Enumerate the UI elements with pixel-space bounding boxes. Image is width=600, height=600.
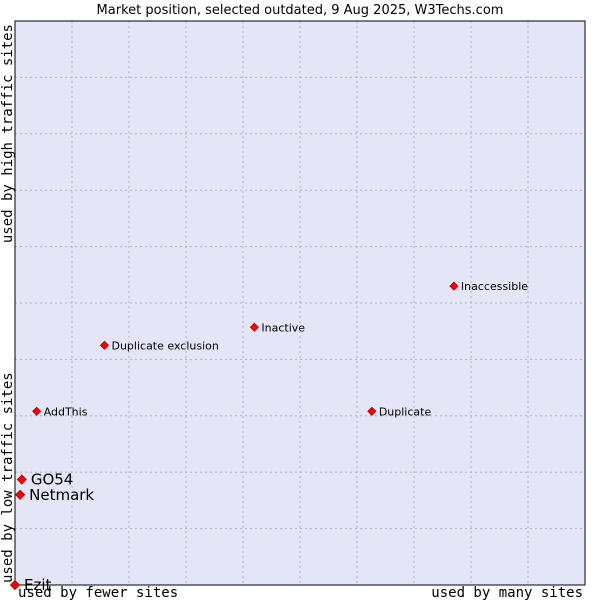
data-point-netmark: Netmark	[15, 486, 94, 504]
point-label-ezit: Ezit	[24, 576, 52, 594]
point-marker-ezit	[9, 579, 21, 591]
y-axis-label-low: used by low traffic sites	[0, 372, 16, 583]
grid-layer	[15, 21, 585, 585]
data-point-inaccessible: Inaccessible	[449, 280, 528, 293]
data-point-duplicate-exclusion: Duplicate exclusion	[99, 339, 219, 352]
point-marker-inactive	[249, 322, 259, 332]
y-axis-label-high: used by high traffic sites	[0, 24, 16, 243]
plot-border	[14, 20, 586, 586]
data-point-inactive: Inactive	[249, 321, 305, 334]
point-marker-addthis	[32, 406, 42, 416]
point-marker-go54	[16, 474, 27, 485]
point-marker-duplicate	[367, 406, 377, 416]
chart-title: Market position, selected outdated, 9 Au…	[97, 3, 504, 18]
data-point-duplicate: Duplicate	[367, 405, 432, 418]
data-point-go54: GO54	[16, 471, 74, 489]
x-axis-label-fewer: used by fewer sites	[18, 585, 178, 600]
data-point-addthis: AddThis	[32, 405, 88, 418]
point-label-inactive: Inactive	[261, 321, 305, 334]
point-marker-inaccessible	[449, 281, 459, 291]
points-layer: Inaccessible Inactive Duplicate exclusion A…	[9, 280, 528, 594]
point-label-addthis: AddThis	[44, 405, 88, 418]
point-label-netmark: Netmark	[29, 486, 94, 504]
point-label-inaccessible: Inaccessible	[461, 280, 528, 293]
point-marker-duplicate-exclusion	[99, 340, 110, 350]
data-point-ezit: Ezit	[9, 576, 52, 594]
point-label-duplicate-exclusion: Duplicate exclusion	[111, 339, 218, 352]
point-label-duplicate: Duplicate	[379, 405, 432, 418]
point-marker-netmark	[15, 489, 26, 500]
x-axis-label-many: used by many sites	[431, 585, 583, 600]
point-label-go54: GO54	[31, 471, 74, 489]
